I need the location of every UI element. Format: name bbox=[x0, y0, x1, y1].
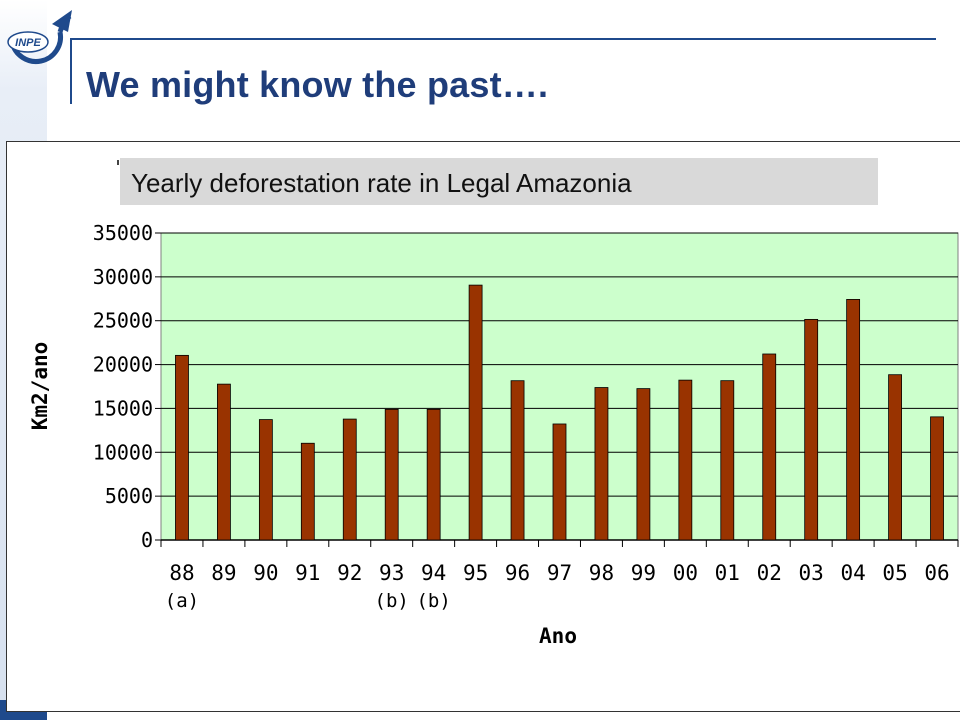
x-tick-label: 00 bbox=[673, 561, 698, 585]
x-axis-title: Ano bbox=[539, 624, 577, 648]
bar bbox=[636, 388, 651, 541]
bar bbox=[930, 416, 944, 541]
y-tick-label: 35000 bbox=[93, 221, 153, 245]
bar bbox=[300, 442, 315, 541]
x-tick-label: 90 bbox=[253, 561, 278, 585]
chart-title: Yearly deforestation rate in Legal Amazo… bbox=[131, 168, 632, 198]
bar bbox=[846, 299, 861, 541]
x-tick-label: 04 bbox=[840, 561, 865, 585]
y-tick-label: 10000 bbox=[93, 440, 153, 464]
bar bbox=[342, 418, 357, 541]
x-tick-label: 94 bbox=[421, 561, 446, 585]
x-tick-note: (b) bbox=[416, 590, 450, 612]
bar bbox=[258, 419, 273, 541]
x-tick-label: 91 bbox=[295, 561, 320, 585]
bar bbox=[468, 284, 483, 541]
y-tick-label: 25000 bbox=[93, 309, 153, 333]
bar bbox=[552, 423, 567, 541]
bar bbox=[426, 408, 441, 541]
x-tick-label: 92 bbox=[337, 561, 362, 585]
y-tick-label: 15000 bbox=[93, 396, 153, 420]
bar bbox=[804, 318, 819, 541]
chart-title-box bbox=[120, 158, 878, 205]
x-tick-label: 06 bbox=[924, 561, 949, 585]
header-rule bbox=[70, 38, 936, 40]
logo-text: INPE bbox=[15, 37, 41, 49]
header-vertical-rule bbox=[70, 38, 72, 104]
x-tick-label: 97 bbox=[547, 561, 572, 585]
x-tick-label: 93 bbox=[379, 561, 404, 585]
y-tick-label: 0 bbox=[141, 528, 153, 552]
y-axis-title: Km2/ano bbox=[28, 342, 52, 431]
x-tick-label: 96 bbox=[505, 561, 530, 585]
bar bbox=[888, 374, 902, 541]
x-tick-note: (a) bbox=[165, 590, 199, 612]
bar bbox=[217, 383, 231, 541]
x-tick-label: 98 bbox=[589, 561, 614, 585]
x-tick-label: 95 bbox=[463, 561, 488, 585]
x-tick-label: 05 bbox=[882, 561, 907, 585]
bar bbox=[678, 379, 693, 541]
x-tick-label: 02 bbox=[757, 561, 782, 585]
title-tick-mark bbox=[117, 160, 119, 165]
y-tick-label: 30000 bbox=[93, 265, 153, 289]
y-tick-label: 5000 bbox=[105, 484, 153, 508]
x-tick-label: 88 bbox=[169, 561, 194, 585]
bar bbox=[384, 408, 399, 541]
x-tick-label: 03 bbox=[799, 561, 824, 585]
bar bbox=[510, 380, 525, 541]
x-tick-label: 99 bbox=[631, 561, 656, 585]
x-tick-note: (b) bbox=[375, 590, 409, 612]
x-tick-label: 89 bbox=[211, 561, 236, 585]
bar bbox=[720, 380, 735, 541]
slide-title: We might know the past…. bbox=[86, 64, 549, 105]
bar bbox=[175, 354, 189, 541]
x-tick-label: 01 bbox=[715, 561, 740, 585]
bar bbox=[594, 387, 609, 541]
bar bbox=[762, 353, 777, 541]
y-tick-label: 20000 bbox=[93, 353, 153, 377]
inpe-logo: INPE bbox=[7, 10, 72, 64]
